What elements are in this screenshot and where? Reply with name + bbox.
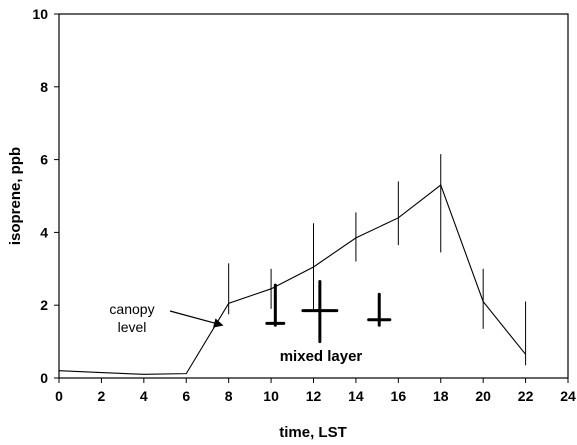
y-tick-label: 2 [40,297,48,313]
canopy-level-annotation-line1: canopy [109,301,154,317]
x-tick-label: 16 [391,388,407,404]
canopy-level-annotation-line2: level [118,319,147,335]
canopy-level-line [58,184,527,375]
x-tick-label: 6 [182,388,190,404]
mixed-layer-markers [265,280,392,344]
y-axis-ticks: 0 2 4 6 8 10 [32,6,59,386]
x-tick-label: 12 [306,388,322,404]
x-tick-label: 8 [225,388,233,404]
mixed-layer-annotation: mixed layer [280,348,363,365]
y-axis-title: isoprene, ppb [7,147,24,245]
x-tick-label: 2 [98,388,106,404]
y-tick-label: 0 [40,370,48,386]
x-axis-ticks: 0 2 4 6 8 10 12 14 16 18 20 22 24 [55,378,576,404]
x-tick-label: 24 [560,388,576,404]
x-tick-label: 22 [518,388,534,404]
x-tick-label: 10 [263,388,279,404]
x-axis-title: time, LST [279,424,347,441]
y-tick-label: 4 [40,224,48,240]
y-tick-label: 8 [40,79,48,95]
x-tick-label: 0 [55,388,63,404]
x-tick-label: 4 [140,388,148,404]
x-tick-label: 20 [475,388,491,404]
canopy-error-bars [228,154,527,366]
canopy-level-arrow [169,310,224,328]
y-tick-label: 6 [40,152,48,168]
y-tick-label: 10 [32,6,48,22]
x-tick-label: 18 [433,388,449,404]
x-tick-label: 14 [348,388,364,404]
